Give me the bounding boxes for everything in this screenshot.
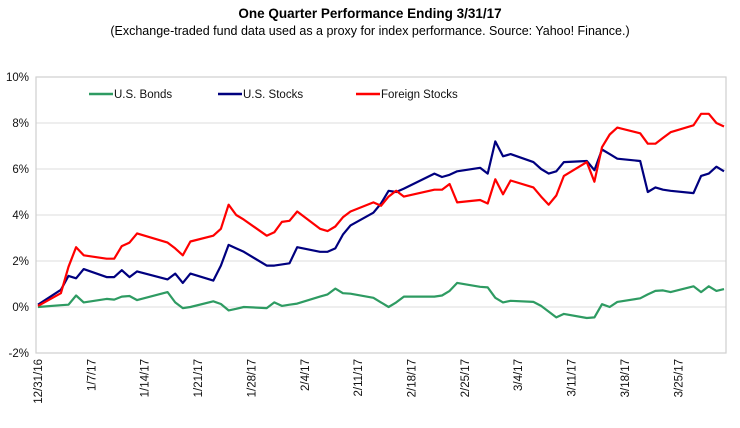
x-tick-label: 3/4/17: [513, 359, 525, 391]
x-tick-label: 2/4/17: [300, 359, 312, 391]
x-tick-label: 2/11/17: [353, 359, 365, 397]
legend-label: U.S. Bonds: [114, 89, 172, 101]
y-tick-label: 4%: [12, 210, 29, 222]
x-tick-label: 12/31/16: [33, 359, 45, 404]
x-tick-label: 3/18/17: [620, 359, 632, 397]
x-tick-label: 2/25/17: [460, 359, 472, 397]
chart-subtitle: (Exchange-traded fund data used as a pro…: [110, 24, 630, 38]
series-line-u-s-stocks: [37, 140, 725, 306]
x-tick-label: 3/25/17: [673, 359, 685, 397]
legend-label: U.S. Stocks: [243, 89, 303, 101]
y-tick-label: 2%: [12, 256, 29, 268]
x-tick-label: 1/21/17: [193, 359, 205, 397]
y-tick-label: 0%: [12, 302, 29, 314]
y-tick-label: -2%: [9, 348, 29, 360]
legend: U.S. Bonds U.S. Stocks Foreign Stocks: [89, 89, 458, 101]
x-tick-label: 1/14/17: [140, 359, 152, 397]
series-lines: [37, 112, 725, 320]
y-tick-label: 6%: [12, 164, 29, 176]
x-tick-label: 3/11/17: [567, 359, 579, 397]
series-line-u-s-bonds: [37, 281, 725, 320]
chart-title: One Quarter Performance Ending 3/31/17: [238, 6, 502, 21]
series-line-foreign-stocks: [37, 112, 725, 307]
gridlines: [36, 122, 726, 308]
x-axis: 12/31/16 1/7/17 1/14/17 1/21/17 1/28/17 2/4/1…: [33, 359, 685, 404]
x-tick-label: 1/28/17: [246, 359, 258, 397]
legend-label: Foreign Stocks: [381, 89, 458, 101]
plot-frame: [35, 76, 727, 354]
y-tick-label: 8%: [12, 118, 29, 130]
x-tick-label: 2/18/17: [406, 359, 418, 397]
x-tick-label: 1/7/17: [86, 359, 98, 391]
y-axis: -2% 0% 2% 4% 6% 8% 10%: [6, 72, 29, 360]
y-tick-label: 10%: [6, 72, 29, 84]
